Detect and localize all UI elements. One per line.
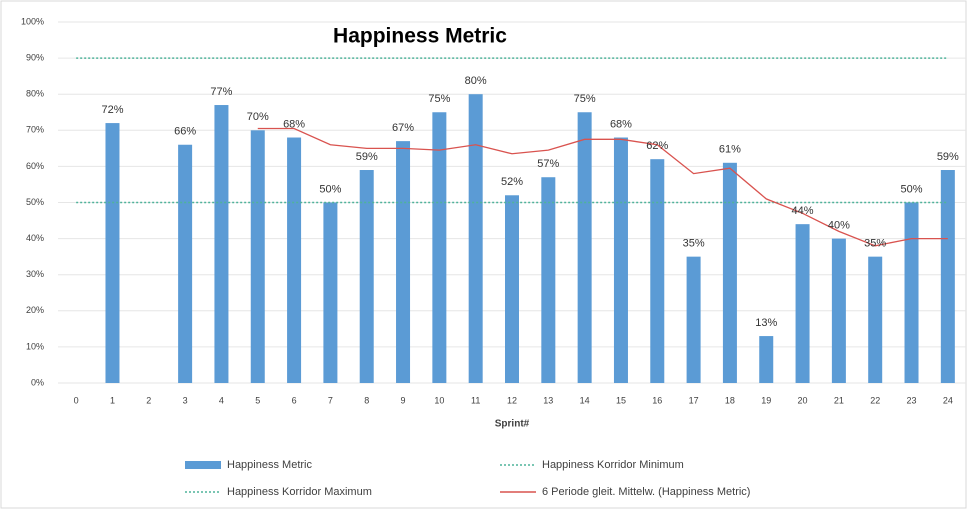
x-tick-label: 6: [292, 395, 297, 405]
bar: [432, 112, 447, 383]
bar: [904, 202, 919, 383]
bar: [940, 170, 955, 383]
y-tick-label: 60%: [26, 161, 44, 171]
x-tick-label: 1: [110, 395, 115, 405]
data-label: 66%: [174, 126, 196, 138]
x-tick-label: 4: [219, 395, 224, 405]
y-tick-label: 20%: [26, 305, 44, 315]
x-axis-label: Sprint#: [495, 419, 530, 430]
x-tick-label: 14: [580, 395, 590, 405]
bar: [613, 137, 628, 383]
x-tick-label: 5: [255, 395, 260, 405]
data-label: 62%: [646, 140, 668, 152]
y-tick-label: 100%: [21, 16, 44, 26]
y-tick-label: 30%: [26, 269, 44, 279]
y-tick-label: 90%: [26, 52, 44, 62]
x-tick-label: 11: [471, 395, 480, 405]
data-label: 13%: [755, 317, 777, 329]
data-label: 72%: [101, 104, 123, 116]
y-tick-label: 50%: [26, 197, 44, 207]
y-tick-label: 10%: [26, 341, 44, 351]
x-tick-label: 24: [943, 395, 953, 405]
data-label: 80%: [465, 75, 487, 87]
legend-label: 6 Periode gleit. Mittelw. (Happiness Met…: [542, 486, 750, 498]
data-label: 50%: [319, 183, 341, 195]
data-label: 44%: [792, 205, 814, 217]
chart-title: Happiness Metric: [333, 25, 507, 48]
bar: [868, 256, 883, 383]
data-label: 75%: [574, 93, 596, 105]
x-tick-label: 16: [652, 395, 662, 405]
data-label: 40%: [828, 220, 850, 232]
data-label: 68%: [610, 118, 632, 130]
bar: [287, 137, 302, 383]
x-tick-label: 23: [907, 395, 917, 405]
bar: [577, 112, 592, 383]
bar: [541, 177, 556, 383]
x-tick-label: 2: [146, 395, 151, 405]
data-label: 50%: [901, 183, 923, 195]
legend-swatch: [185, 461, 221, 469]
x-tick-label: 8: [364, 395, 369, 405]
bar: [105, 123, 120, 383]
bar: [650, 159, 665, 383]
bar: [759, 336, 774, 383]
bar: [323, 202, 338, 383]
bar: [178, 144, 193, 383]
data-label: 70%: [247, 111, 269, 123]
data-label: 35%: [864, 238, 886, 250]
legend-label: Happiness Metric: [227, 459, 312, 471]
x-tick-label: 15: [616, 395, 626, 405]
data-label: 35%: [683, 238, 705, 250]
y-tick-label: 0%: [31, 377, 44, 387]
x-tick-label: 21: [834, 395, 844, 405]
data-label: 75%: [428, 93, 450, 105]
data-label: 59%: [937, 151, 959, 163]
bar: [468, 94, 483, 383]
bar: [831, 238, 846, 383]
data-label: 59%: [356, 151, 378, 163]
x-tick-label: 0: [74, 395, 79, 405]
y-tick-label: 70%: [26, 125, 44, 135]
data-label: 61%: [719, 144, 741, 156]
y-tick-label: 40%: [26, 233, 44, 243]
bar: [505, 195, 519, 383]
bar: [214, 105, 229, 383]
x-tick-label: 3: [183, 395, 188, 405]
data-label: 77%: [210, 86, 232, 98]
bar: [359, 170, 374, 383]
bar: [722, 162, 737, 383]
data-label: 67%: [392, 122, 414, 134]
legend-label: Happiness Korridor Maximum: [227, 486, 372, 498]
x-tick-label: 22: [870, 395, 880, 405]
x-tick-label: 13: [543, 395, 553, 405]
bar: [250, 130, 265, 383]
line: [257, 127, 948, 247]
x-tick-label: 9: [401, 395, 406, 405]
x-tick-label: 7: [328, 395, 333, 405]
x-tick-label: 17: [689, 395, 699, 405]
x-tick-label: 12: [507, 395, 517, 405]
x-tick-label: 19: [761, 395, 771, 405]
legend-label: Happiness Korridor Minimum: [542, 459, 684, 471]
bar: [795, 224, 810, 383]
bar: [686, 256, 701, 383]
y-tick-label: 80%: [26, 89, 44, 99]
data-label: 57%: [537, 158, 559, 170]
x-tick-label: 18: [725, 395, 735, 405]
data-label: 68%: [283, 118, 305, 130]
data-label: 52%: [501, 176, 523, 188]
bar: [396, 141, 411, 383]
x-tick-label: 10: [434, 395, 444, 405]
x-tick-label: 20: [798, 395, 808, 405]
